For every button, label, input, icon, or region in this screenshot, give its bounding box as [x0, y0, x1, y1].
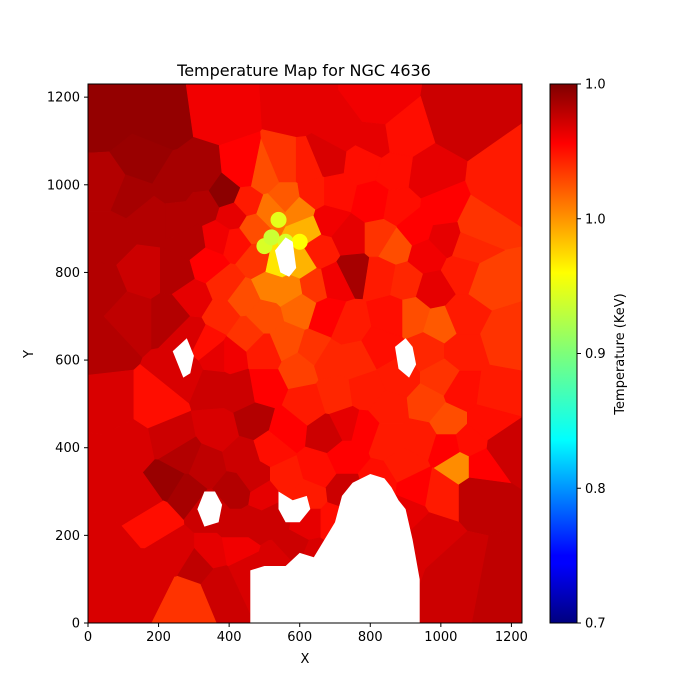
y-tick-label: 600 [55, 354, 80, 369]
temperature-cell [458, 476, 522, 537]
hot-core-cell [291, 233, 308, 250]
temperature-cell [471, 524, 522, 623]
voronoi-cells [88, 84, 522, 623]
colorbar: 0.7 0.8 0.9 1.0 1.0 Temperature (KeV) [549, 78, 628, 632]
map-plot-area [87, 83, 523, 624]
x-tick-label: 1000 [424, 630, 457, 645]
temperature-cell [396, 207, 433, 246]
colorbar-gradient [549, 83, 578, 624]
temperature-cell [350, 180, 390, 223]
no-data-region [250, 474, 420, 623]
no-data-region [395, 338, 417, 378]
temperature-cell [466, 404, 522, 441]
y-tick-label: 1000 [47, 178, 80, 193]
temperature-cell [198, 339, 225, 373]
y-axis-label: Y [22, 350, 37, 359]
y-tick-label: 1200 [47, 91, 80, 106]
colorbar-label: Temperature (KeV) [613, 293, 628, 415]
temperature-cell [248, 480, 286, 511]
x-tick-label: 400 [217, 630, 242, 645]
y-tick-label: 400 [55, 441, 80, 456]
x-tick-label: 1200 [495, 630, 528, 645]
hot-core-cell [270, 211, 287, 228]
hot-core-cell [263, 229, 280, 246]
no-data-region [197, 491, 223, 527]
y-tick-label: 0 [72, 617, 80, 632]
colorbar-tick-label: 0.7 [585, 617, 606, 632]
x-axis-label: X [301, 652, 310, 667]
x-tick-label: 800 [358, 630, 383, 645]
temperature-cell [468, 448, 512, 484]
colorbar-tick-label: 1.0 [585, 78, 606, 93]
y-axis: 0 200 400 600 800 1000 1200 [47, 91, 88, 632]
no-data-region [278, 491, 311, 523]
x-axis: 0 200 400 600 800 1000 1200 [84, 623, 528, 645]
no-data-region [275, 237, 297, 277]
y-tick-label: 200 [55, 529, 80, 544]
x-tick-label: 200 [146, 630, 171, 645]
y-tick-label: 800 [55, 266, 80, 281]
colorbar-tick-label: 0.9 [585, 347, 606, 362]
x-tick-label: 600 [287, 630, 312, 645]
temperature-cell [121, 500, 185, 549]
colorbar-tick-label: 0.8 [585, 482, 606, 497]
x-tick-label: 0 [84, 630, 92, 645]
chart-title: Temperature Map for NGC 4636 [176, 61, 431, 80]
temperature-cell [223, 368, 255, 413]
temperature-cell [246, 333, 282, 370]
plot-frame [87, 83, 523, 624]
no-data-region [172, 338, 194, 378]
temperature-cell [465, 123, 522, 228]
colorbar-tick-label: 1.0 [585, 212, 606, 227]
colorbar-ticks: 0.7 0.8 0.9 1.0 1.0 [577, 78, 606, 632]
